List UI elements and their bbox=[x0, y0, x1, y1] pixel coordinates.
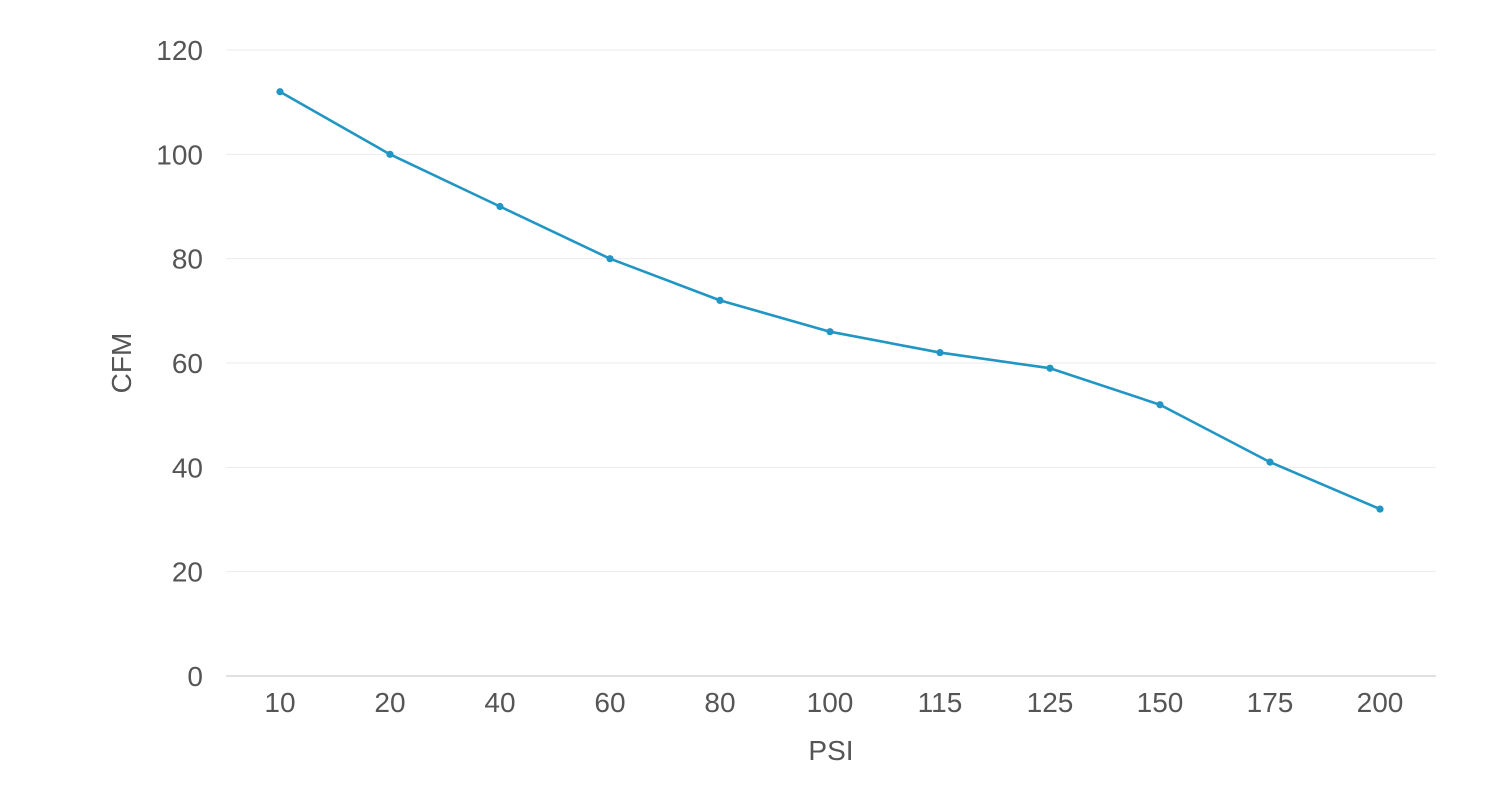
data-point[interactable] bbox=[1046, 364, 1054, 372]
data-point[interactable] bbox=[1376, 505, 1384, 513]
x-tick-label: 80 bbox=[704, 687, 735, 718]
x-tick-label: 115 bbox=[918, 687, 963, 718]
data-point[interactable] bbox=[386, 150, 394, 158]
x-tick-label: 40 bbox=[484, 687, 515, 718]
y-tick-label: 80 bbox=[172, 244, 203, 275]
grid-lines bbox=[226, 49, 1436, 573]
data-point[interactable] bbox=[496, 202, 504, 211]
x-tick-label: 150 bbox=[1137, 687, 1184, 718]
x-tick-label: 20 bbox=[374, 687, 405, 718]
x-axis-title: PSI bbox=[808, 735, 853, 766]
y-tick-label: 40 bbox=[172, 452, 203, 483]
data-point[interactable] bbox=[276, 88, 284, 96]
data-point[interactable] bbox=[606, 255, 614, 263]
data-point[interactable] bbox=[826, 328, 834, 336]
y-axis-title: CFM bbox=[106, 333, 137, 394]
data-point[interactable] bbox=[716, 296, 724, 304]
data-point[interactable] bbox=[1156, 401, 1164, 409]
x-tick-label: 125 bbox=[1027, 687, 1074, 718]
series-group bbox=[276, 88, 1384, 513]
data-point[interactable] bbox=[936, 348, 944, 357]
y-tick-label: 20 bbox=[172, 557, 203, 588]
y-tick-label: 60 bbox=[172, 348, 203, 379]
y-tick-label: 100 bbox=[156, 139, 203, 170]
y-tick-label: 120 bbox=[156, 35, 203, 66]
x-tick-label: 10 bbox=[264, 687, 295, 718]
y-axis-ticks: 0 20 40 60 80 100 120 bbox=[156, 35, 203, 692]
data-point[interactable] bbox=[1266, 458, 1274, 466]
x-tick-label: 200 bbox=[1357, 687, 1404, 718]
x-axis-ticks: 10 20 40 60 80 100 115 125 150 175 200 bbox=[264, 687, 1403, 718]
x-tick-label: 100 bbox=[807, 687, 854, 718]
x-tick-label: 60 bbox=[594, 687, 625, 718]
x-tick-label: 175 bbox=[1247, 687, 1294, 718]
y-tick-label: 0 bbox=[187, 661, 203, 692]
